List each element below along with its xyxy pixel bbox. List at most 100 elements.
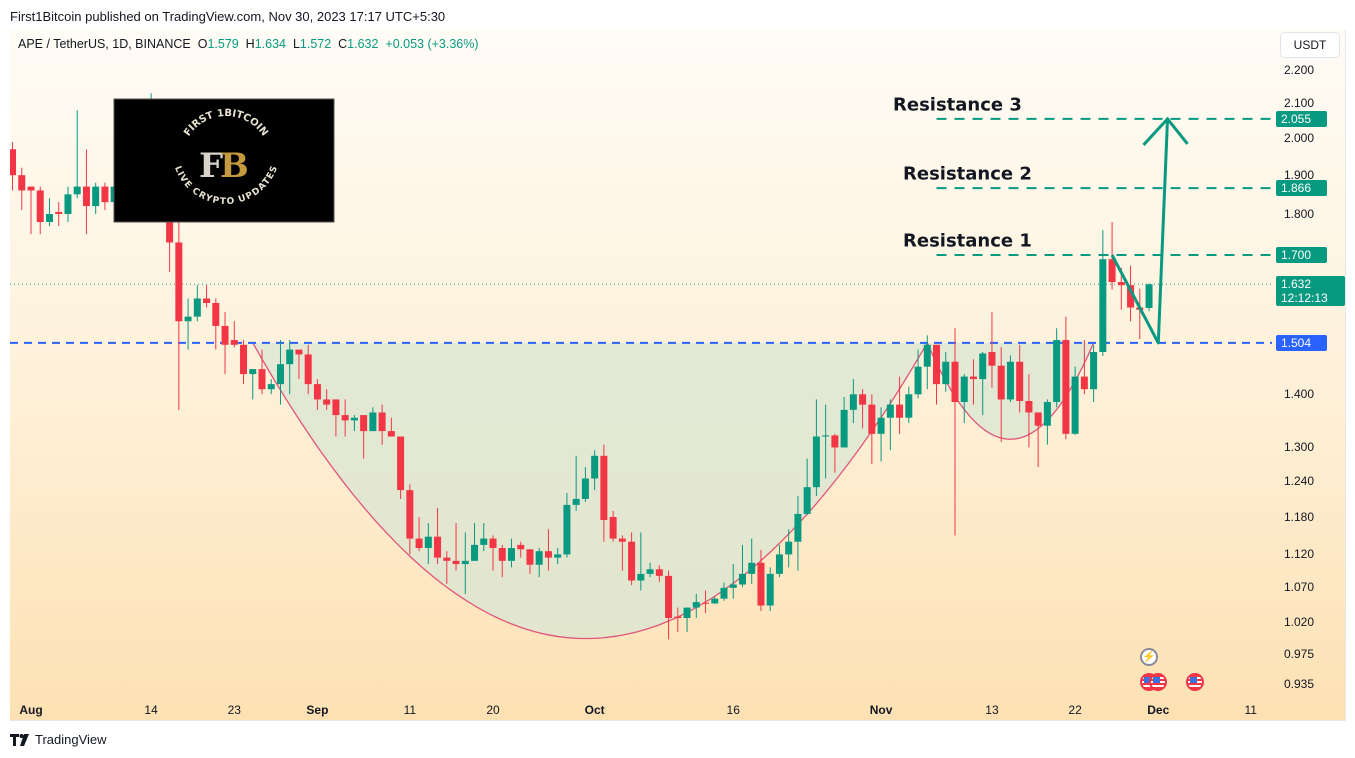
candle [914,349,922,399]
candle [489,535,497,571]
candle-body [489,538,497,549]
candle [480,523,488,552]
candle [240,340,248,385]
candle-body [1016,361,1024,401]
candle-body [535,551,543,565]
resistance-price-badge: 1.700 [1276,246,1327,263]
tradingview-brand[interactable]: TradingView [10,732,107,747]
candle [942,352,950,392]
candle-body [951,361,959,403]
candle-body [406,490,414,539]
candle-body [812,436,820,488]
candle [193,285,201,322]
candle [517,541,525,558]
candle-body [526,549,534,565]
candle [341,399,349,437]
candle-body [350,417,358,421]
price-tick: 0.935 [1284,676,1315,691]
candle-body [415,538,423,549]
candle-body [933,344,941,385]
candle [729,564,737,599]
price-tick: 0.975 [1284,646,1315,661]
tradingview-logo-icon [10,733,29,746]
candle [55,202,63,227]
symbol-name[interactable]: APE / TetherUS, 1D, BINANCE [18,37,191,51]
candle [591,450,599,491]
price-tick: 1.900 [1284,168,1315,183]
time-tick: 16 [726,703,740,717]
candle-body [295,349,303,355]
candle-body [969,376,977,380]
candle [572,455,580,511]
last-price-badge: 1.632 12:12:13 [1276,276,1345,307]
candle [424,523,432,565]
us-flag-icon[interactable] [1186,673,1205,691]
cup-fill-0 [252,342,928,639]
candle-body [674,616,682,619]
candle [221,312,229,375]
candle-body [1062,340,1070,434]
candle-body [628,541,636,581]
candle-body [397,436,405,491]
candle [498,544,506,578]
candle-body [692,602,700,608]
candle-body [193,298,201,317]
time-tick: 11 [403,703,417,717]
candle [563,493,571,558]
candle-body [82,186,90,207]
candle-body [914,366,922,395]
candle-body [729,584,737,588]
candle-body [748,562,756,574]
candle-body [702,602,710,604]
candle [905,386,913,424]
candle-body [711,598,719,604]
candle [360,415,368,459]
candle [988,312,996,388]
candle-body [618,538,626,542]
candle [951,328,959,536]
close-label: C [338,37,348,51]
candle [1090,344,1098,403]
candle-body [923,344,931,367]
candle-body [286,349,294,365]
currency-button[interactable]: USDT [1280,32,1340,58]
candle [868,394,876,465]
candle [674,607,682,633]
svg-text:B: B [220,146,249,186]
candle-body [517,544,525,550]
candle [581,467,589,502]
candle [526,549,534,574]
candle-body [1034,412,1042,426]
candle [184,298,192,350]
candle-body [360,415,368,432]
candle [369,407,377,432]
low-label: L [292,37,300,51]
candle [683,607,691,633]
candle [397,436,405,499]
candle-body [461,560,469,565]
candle-body [572,498,580,505]
price-tick: 1.800 [1284,206,1315,221]
candle [175,198,183,410]
candle-body [849,394,857,410]
lightning-icon[interactable]: ⚡ [1140,648,1159,666]
candle [378,404,386,445]
low-value: 1.572 [299,37,332,51]
candle-body [905,394,913,418]
candle [1053,328,1061,408]
candle [775,544,783,578]
candle [286,340,294,395]
time-tick: 14 [144,703,158,717]
bar-countdown: 12:12:13 [1281,291,1328,306]
candle-body [240,344,248,375]
candle-body [101,186,109,203]
us-flag-icon[interactable] [1149,673,1168,691]
candle [896,376,904,434]
candle-body [1080,376,1088,390]
candle-body [1127,285,1135,308]
time-tick: Oct [584,703,605,717]
candle-body [184,316,192,322]
candle-body [591,455,599,479]
candle-body [387,431,395,437]
